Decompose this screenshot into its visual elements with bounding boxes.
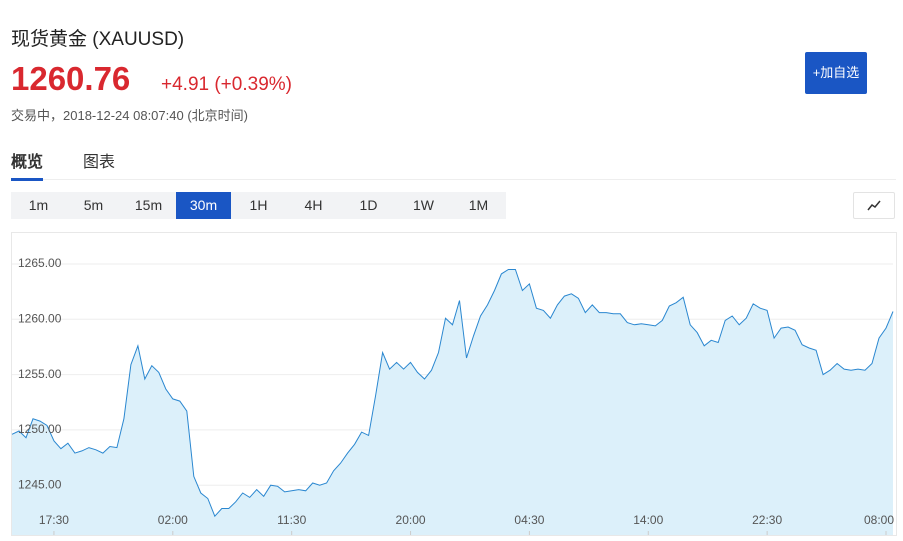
interval-button[interactable]: 1W [413,197,434,213]
y-tick-label: 1255.00 [18,367,62,381]
x-tick-label: 14:00 [633,513,663,527]
instrument-title: 现货黄金 (XAUUSD) [11,29,185,50]
tabs: 概览 图表 [11,146,896,181]
interval-button[interactable]: 5m [83,197,104,213]
x-tick-label: 02:00 [158,513,188,527]
chart-style-button[interactable] [853,192,895,219]
y-tick-label: 1260.00 [18,311,62,325]
interval-button[interactable]: 4H [304,197,323,213]
interval-button[interactable]: 1H [249,197,268,213]
tab[interactable]: 概览 [11,146,44,181]
trade-status: 交易中，2018-12-24 08:07:40 (北京时间) [11,108,248,123]
interval-button[interactable]: 30m [176,192,231,219]
chart-frame [11,232,897,536]
x-tick-label: 04:30 [514,513,544,527]
price-line [11,269,894,518]
x-tick-label: 22:30 [752,513,782,527]
interval-button[interactable]: 1D [359,197,378,213]
chart-style-icon [867,200,881,211]
interval-button[interactable]: 1m [28,197,49,213]
x-tick-label: 20:00 [396,513,426,527]
price-change: +4.91 (+0.39%) [161,74,292,95]
x-tick-label: 08:00 [864,513,894,527]
y-tick-label: 1265.00 [18,256,62,270]
interval-button[interactable]: 15m [134,197,163,213]
price: 1260.76 [11,60,131,97]
y-tick-label: 1245.00 [18,477,62,491]
x-tick-label: 17:30 [39,513,69,527]
x-tick-label: 11:30 [277,513,306,527]
interval-button[interactable]: 1M [468,197,489,213]
tab[interactable]: 图表 [83,154,116,171]
interval-selector: 1m 5m 15m 30m 1H 4H 1D 1W 1M [11,192,506,219]
y-tick-label: 1250.00 [18,422,62,436]
area-fill [12,269,893,535]
add-watchlist-button[interactable]: +加自选 [805,52,867,94]
